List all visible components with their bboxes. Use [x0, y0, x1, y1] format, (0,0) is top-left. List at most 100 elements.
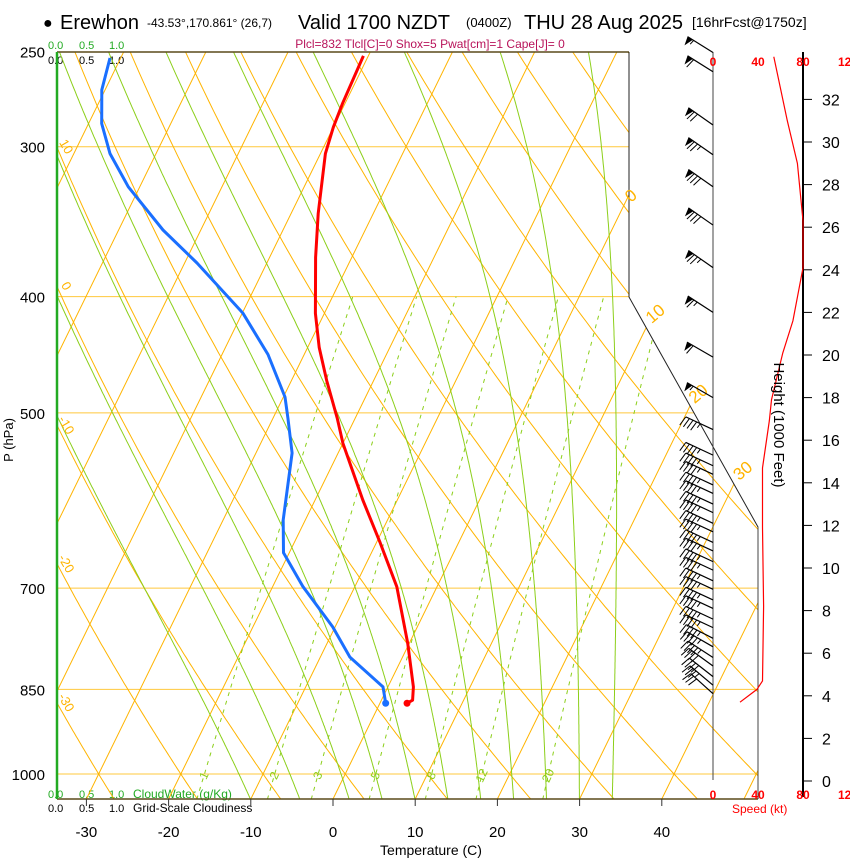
wind-barb-feather — [679, 624, 687, 633]
wind-barb-feather — [689, 213, 698, 222]
wind-barb-feather — [690, 553, 698, 563]
wind-barb — [684, 169, 714, 188]
height-tick-label: 26 — [822, 220, 840, 237]
mixing-ratio-label: 8 — [424, 769, 440, 781]
dry-adiabat-line — [455, 52, 758, 799]
wind-barb-staff — [685, 490, 714, 505]
dry-adiabat-line — [674, 52, 758, 799]
wind-barb-half-feather — [696, 448, 701, 454]
wind-barb — [680, 640, 714, 658]
wind-barb-feather — [681, 665, 691, 673]
wind-barb — [679, 576, 714, 591]
wind-barb — [684, 55, 714, 73]
cloudiness-tick: 0.0 — [48, 803, 63, 815]
wind-barb-half-feather — [696, 574, 701, 580]
moist-adiabat-line — [57, 52, 301, 799]
wind-barb-staff — [685, 480, 714, 494]
wind-barb-feather — [684, 660, 693, 668]
speed-tick-label-top: 120 — [838, 55, 850, 69]
wind-barb-feather — [686, 141, 695, 150]
wind-barb-feather — [686, 513, 694, 523]
temperature-tick-label: -20 — [158, 824, 180, 841]
dry-adiabat-line — [345, 52, 758, 799]
wind-barb-half-feather — [696, 555, 701, 561]
wind-barb-feather — [690, 496, 698, 506]
wind-barb-feather — [686, 456, 694, 465]
wind-barb — [679, 452, 714, 467]
wind-barb-staff — [686, 631, 714, 648]
wind-barb-feather — [687, 645, 695, 654]
pressure-tick-label: 250 — [20, 45, 45, 62]
wind-barb — [679, 416, 714, 431]
speed-axis-title: Speed (kt) — [732, 802, 787, 816]
wind-barb-feather — [686, 483, 694, 493]
wind-barb-feather — [679, 557, 687, 566]
utc-time: (0400Z) — [466, 15, 512, 30]
cloudwater-tick: 0.0 — [48, 40, 63, 52]
wind-barb-feather — [679, 499, 687, 509]
temperature-profile-line — [313, 55, 415, 705]
wind-barb-feather — [690, 611, 698, 621]
isotherm-line — [57, 52, 212, 799]
wind-barb-feather — [690, 665, 700, 673]
wind-barb — [679, 518, 714, 533]
height-tick-label: 6 — [822, 646, 831, 663]
cloudiness-tick: 0.5 — [79, 55, 94, 67]
dry-adiabat-line — [564, 52, 758, 799]
pressure-tick-label: 500 — [20, 406, 45, 423]
wind-barb — [679, 556, 714, 572]
wind-barb-feather — [682, 607, 690, 617]
wind-barb-half-feather — [696, 621, 701, 627]
pressure-tick-label: 400 — [20, 290, 45, 307]
pressure-tick-label: 850 — [20, 682, 45, 699]
wind-barb-feather — [682, 492, 690, 502]
wind-barb-half-feather — [696, 258, 702, 264]
wind-barb-feather — [679, 537, 687, 547]
isotherm-line — [57, 52, 130, 799]
wind-barb-feather — [679, 480, 687, 490]
isotherm-label: 30 — [729, 457, 756, 484]
wind-barb-feather — [693, 216, 702, 224]
height-tick-label: 20 — [822, 348, 840, 365]
wind-barb-pennant — [684, 55, 693, 65]
wind-barb-feather — [686, 503, 694, 512]
wind-barb-feather — [682, 539, 690, 549]
wind-barb-feather — [686, 552, 694, 561]
wind-barb — [679, 567, 714, 582]
height-tick-label: 16 — [822, 433, 840, 450]
speed-tick-label-top: 0 — [710, 55, 717, 69]
wind-barb — [684, 36, 714, 54]
mixing-ratio-label: 5 — [368, 769, 384, 781]
temperature-surface-marker — [403, 699, 411, 707]
wind-barb-staff — [685, 471, 714, 486]
temperature-tick-label: 20 — [489, 824, 506, 841]
wind-barb — [679, 499, 714, 514]
dewpoint-surface-marker — [382, 699, 390, 707]
wind-barb-feather — [679, 576, 687, 586]
cloud-axis-top: 0.0 0.5 1.0 0.0 0.5 1.0 — [48, 40, 124, 67]
wind-barb-feather — [688, 678, 697, 686]
wind-barb-staff — [689, 665, 714, 686]
wind-barb-feather — [686, 590, 694, 600]
wind-barb-feather — [686, 541, 694, 551]
wind-barb-half-feather — [696, 583, 701, 588]
cloudwater-tick: 0.0 — [48, 789, 63, 801]
wind-barb-feather — [690, 647, 699, 656]
wind-barb-half-feather — [697, 649, 702, 654]
wind-barb-half-feather — [696, 145, 702, 151]
wind-barb — [681, 657, 714, 678]
wind-barb-staff — [685, 605, 714, 620]
wind-barb — [680, 647, 714, 667]
wind-barb — [679, 595, 714, 610]
wind-barb-feather — [680, 640, 689, 649]
mixing-ratio-line — [368, 296, 509, 799]
wind-barb-feather — [687, 662, 696, 671]
wind-barb-feather — [689, 256, 698, 265]
speed-tick-label-top: 40 — [751, 55, 765, 69]
wind-barb-feather — [684, 668, 694, 676]
wind-barb-half-feather — [697, 639, 702, 644]
dry-adiabat-label: -20 — [55, 552, 77, 576]
wind-barb-pennant — [684, 382, 693, 392]
plot-area — [57, 52, 758, 799]
wind-barb-feather — [686, 445, 694, 455]
